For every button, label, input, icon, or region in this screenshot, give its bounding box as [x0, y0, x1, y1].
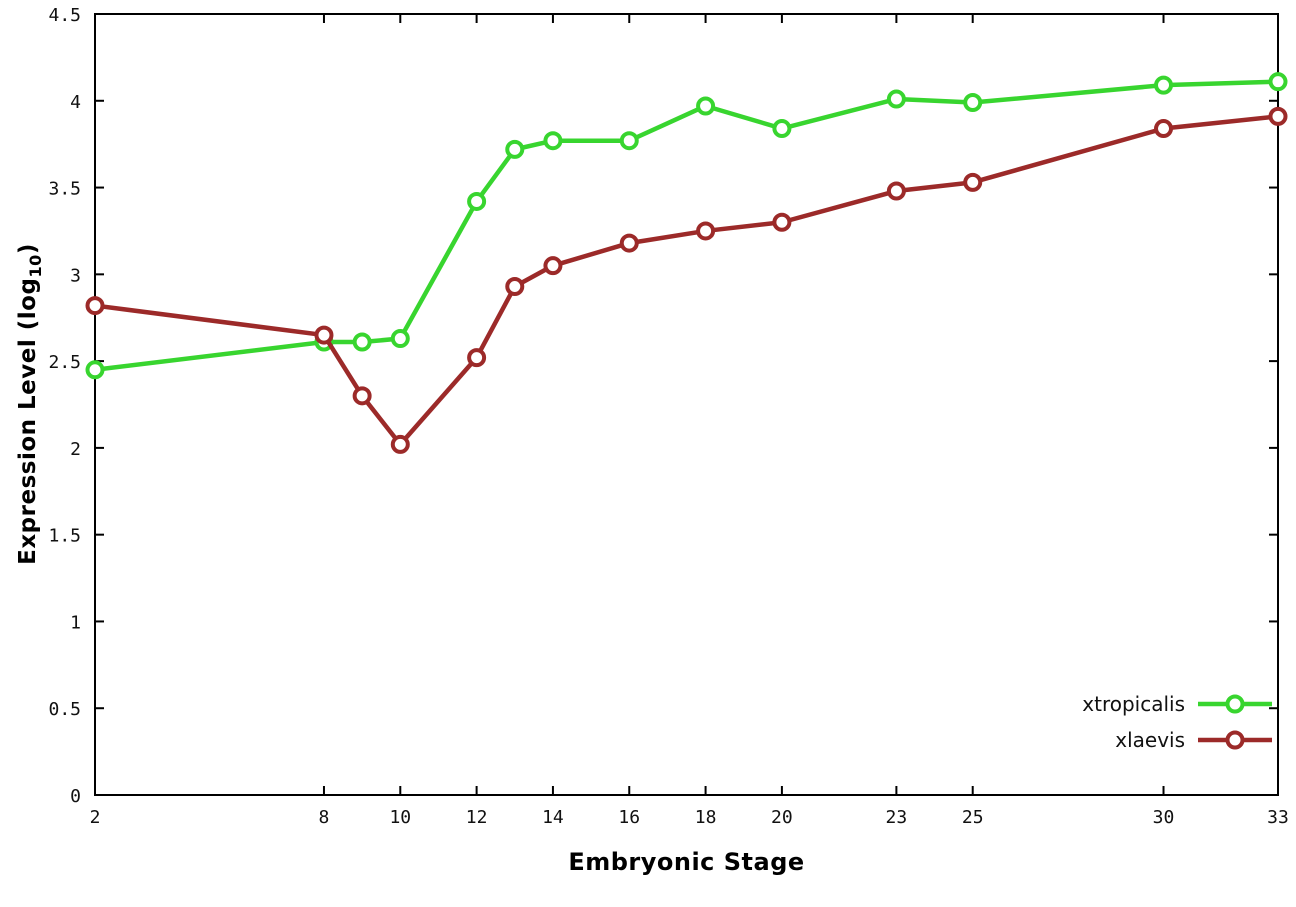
y-tick-label: 3 — [70, 265, 81, 286]
series-marker-xtropicalis — [963, 93, 983, 113]
x-tick-label: 8 — [319, 807, 330, 828]
y-axis-label-text: Expression Level (log — [15, 277, 42, 565]
x-tick-label: 18 — [695, 807, 717, 828]
legend-marker-xtropicalis — [1225, 694, 1245, 714]
y-tick-label: 0.5 — [48, 699, 81, 720]
series-marker-xtropicalis — [390, 329, 410, 349]
y-tick-label: 1 — [70, 612, 81, 633]
legend-marker-xlaevis — [1225, 730, 1245, 750]
series-line-xlaevis — [92, 114, 1281, 447]
y-tick-label: 0 — [70, 786, 81, 807]
series-marker-xtropicalis — [619, 131, 639, 151]
series-marker-xlaevis — [963, 172, 983, 192]
y-tick-label: 2.5 — [48, 352, 81, 373]
x-tick-label: 25 — [962, 807, 984, 828]
series-marker-xtropicalis — [696, 96, 716, 116]
series-marker-xtropicalis — [1154, 75, 1174, 95]
y-axis-label: Expression Level (log10) — [15, 243, 45, 565]
x-axis-label: Embryonic Stage — [568, 848, 805, 876]
plot-border — [94, 13, 1279, 796]
series-marker-xlaevis — [619, 233, 639, 253]
series-marker-xlaevis — [696, 221, 716, 241]
series-marker-xtropicalis — [886, 89, 906, 109]
x-tick-label: 12 — [466, 807, 488, 828]
x-tick-label: 14 — [542, 807, 564, 828]
y-tick-label: 4.5 — [48, 5, 81, 26]
x-tick-label: 10 — [389, 807, 411, 828]
legend-label-xlaevis: xlaevis — [1115, 728, 1185, 752]
series-marker-xtropicalis — [772, 119, 792, 139]
y-axis-label-subscript: 10 — [25, 254, 45, 278]
series-marker-xtropicalis — [505, 139, 525, 159]
series-marker-xlaevis — [467, 348, 487, 368]
series-marker-xlaevis — [352, 386, 372, 406]
series-marker-xtropicalis — [352, 332, 372, 352]
y-tick-label: 4 — [70, 92, 81, 113]
series-marker-xlaevis — [390, 434, 410, 454]
series-marker-xlaevis — [314, 325, 334, 345]
x-tick-label: 20 — [771, 807, 793, 828]
legend-label-xtropicalis: xtropicalis — [1082, 692, 1185, 716]
x-tick-label: 30 — [1153, 807, 1175, 828]
series-marker-xtropicalis — [1268, 72, 1288, 92]
x-tick-label: 23 — [886, 807, 908, 828]
y-tick-label: 3.5 — [48, 179, 81, 200]
x-tick-label: 16 — [618, 807, 640, 828]
series-marker-xlaevis — [543, 256, 563, 276]
series-marker-xlaevis — [1154, 119, 1174, 139]
series-marker-xlaevis — [1268, 106, 1288, 126]
y-tick-label: 2 — [70, 439, 81, 460]
series-marker-xlaevis — [886, 181, 906, 201]
x-tick-label: 33 — [1267, 807, 1289, 828]
series-marker-xlaevis — [85, 296, 105, 316]
y-axis-label-suffix: ) — [15, 243, 42, 255]
series-marker-xlaevis — [772, 212, 792, 232]
x-tick-label: 2 — [90, 807, 101, 828]
series-marker-xtropicalis — [467, 191, 487, 211]
y-tick-label: 1.5 — [48, 526, 81, 547]
series-marker-xlaevis — [505, 276, 525, 296]
series-marker-xtropicalis — [85, 360, 105, 380]
series-marker-xtropicalis — [543, 131, 563, 151]
